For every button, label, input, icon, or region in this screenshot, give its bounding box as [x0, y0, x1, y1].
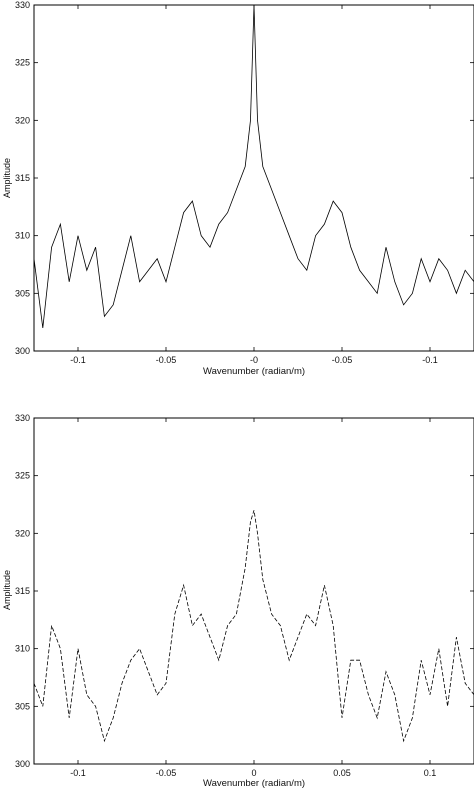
- x-tick-label-bottom: -0.1: [70, 768, 86, 778]
- y-tick-label-top: 300: [15, 346, 30, 356]
- y-tick-label-bottom: 325: [15, 471, 30, 481]
- ticks-bottom: -0.1 -0.05 0 0.05 0.1 300 305 310 315 320 325 330: [15, 413, 474, 778]
- x-tick-label-bottom: 0.1: [424, 768, 437, 778]
- y-tick-label-bottom: 310: [15, 644, 30, 654]
- x-tick-label-bottom: 0.05: [333, 768, 351, 778]
- y-tick-label-bottom: 305: [15, 701, 30, 711]
- series-line-bottom: [33, 510, 474, 743]
- y-tick-label-top: 320: [15, 115, 30, 125]
- y-tick-label-top: 325: [15, 58, 30, 68]
- plot-area-bottom: [33, 417, 474, 765]
- x-tick-label-top: -0.1: [70, 355, 86, 365]
- series-line-top: [33, 4, 474, 328]
- chart-top: -0.1 -0.05 -0 -0.05 -0.1 300 305 310 315 320 325 33…: [2, 0, 474, 377]
- ticks-top: -0.1 -0.05 -0 -0.05 -0.1 300 305 310 315 320 325 33…: [15, 0, 474, 365]
- y-tick-label-top: 330: [15, 0, 30, 10]
- x-tick-label-top: -0.1: [422, 355, 438, 365]
- y-tick-label-bottom: 315: [15, 586, 30, 596]
- x-axis-label-top: Wavenumber (radian/m): [203, 366, 305, 377]
- y-tick-label-top: 315: [15, 173, 30, 183]
- x-tick-label-bottom: -0.05: [156, 768, 177, 778]
- y-axis-label-bottom: Amplitude: [2, 570, 12, 610]
- x-tick-label-bottom: 0: [251, 768, 256, 778]
- x-tick-label-top: -0: [250, 355, 258, 365]
- y-tick-label-bottom: 300: [15, 759, 30, 769]
- x-tick-label-top: -0.05: [332, 355, 353, 365]
- y-axis-label-top: Amplitude: [2, 158, 12, 198]
- plot-area-top: [33, 4, 474, 352]
- y-tick-label-top: 310: [15, 231, 30, 241]
- y-tick-label-bottom: 330: [15, 413, 30, 423]
- chart-bottom: -0.1 -0.05 0 0.05 0.1 300 305 310 315 320 325 330 W…: [2, 413, 474, 789]
- y-tick-label-top: 305: [15, 288, 30, 298]
- x-axis-label-bottom: Wavenumber (radian/m): [203, 778, 305, 789]
- y-tick-label-bottom: 320: [15, 528, 30, 538]
- x-tick-label-top: -0.05: [156, 355, 177, 365]
